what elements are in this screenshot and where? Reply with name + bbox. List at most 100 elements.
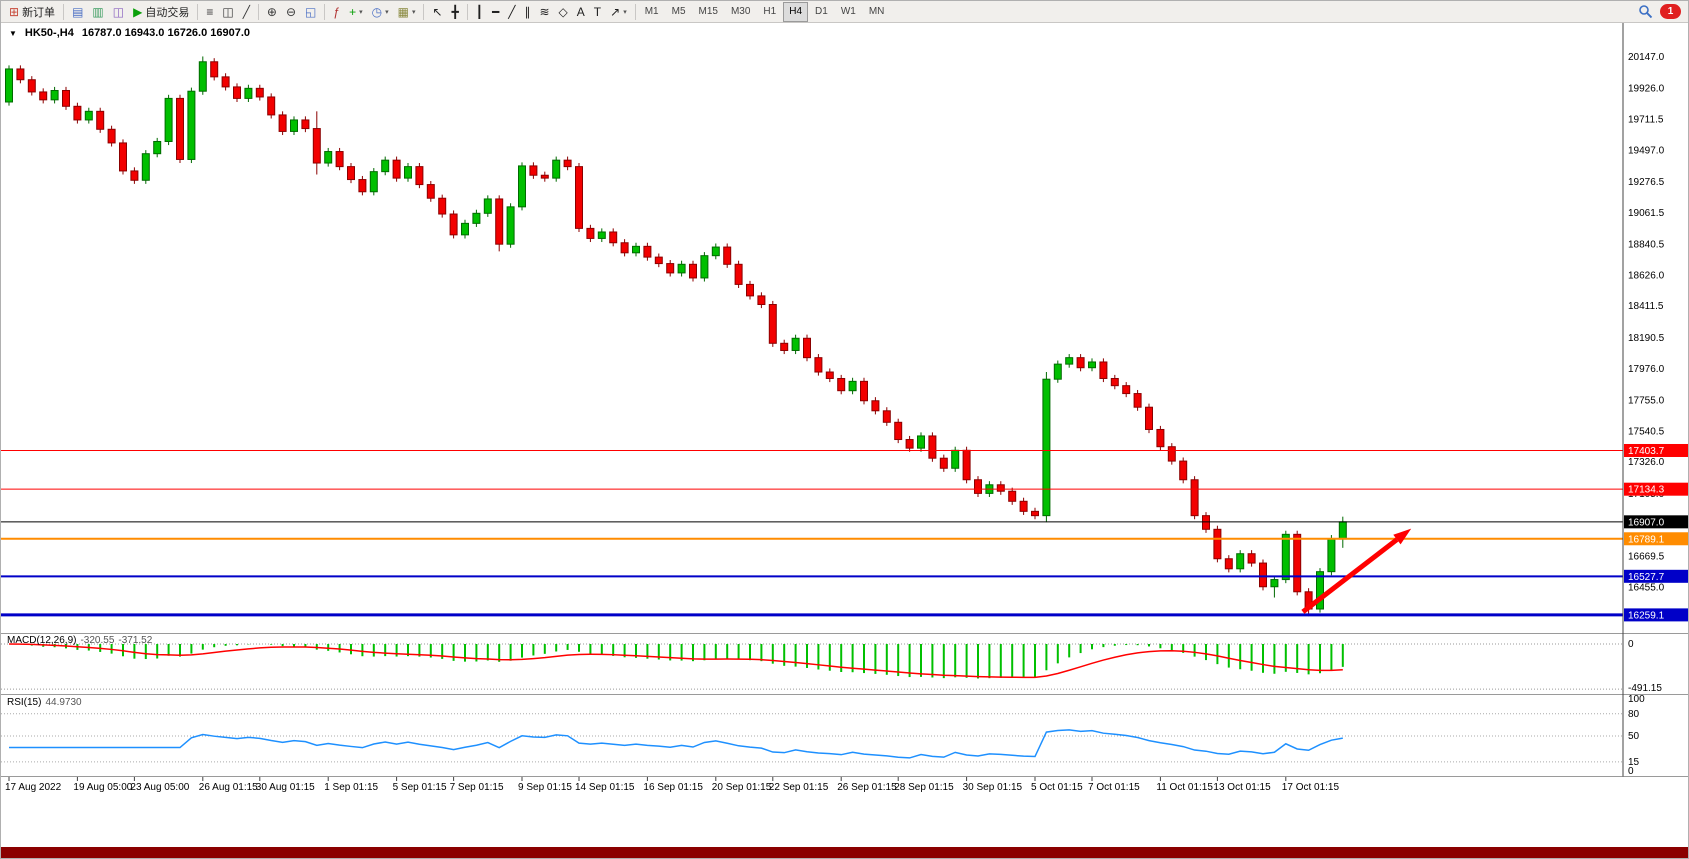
add-indicator-icon: + — [349, 4, 357, 19]
crosshair-icon: ╋ — [451, 4, 459, 19]
timeframe-H1[interactable]: H1 — [763, 6, 777, 17]
search-icon[interactable] — [1638, 4, 1653, 19]
indicators-icon: ƒ — [333, 4, 341, 19]
svg-text:18626.0: 18626.0 — [1628, 270, 1665, 281]
timeframe-MN[interactable]: MN — [868, 6, 885, 17]
indicators-icon[interactable]: ƒ — [329, 2, 344, 22]
zoom-in-icon[interactable]: ⊕ — [263, 2, 281, 22]
bar-chart-icon[interactable]: ≡ — [202, 2, 217, 22]
arrows-tool-icon[interactable]: ↗ ▾ — [606, 2, 631, 22]
timeframe-M30[interactable]: M30 — [730, 6, 751, 17]
profiles-icon[interactable]: ▥ — [88, 2, 107, 22]
toolbar-separator — [257, 3, 259, 20]
new-order-icon: ⊞ — [9, 4, 20, 19]
price-axis[interactable]: 20147.0 19926.0 19711.5 19497.0 19276.5 19061… — [1628, 52, 1665, 777]
svg-text:20147.0: 20147.0 — [1628, 52, 1665, 63]
horizontal-line-icon[interactable]: ━ — [488, 2, 503, 22]
macd-main-value: -320.55 — [80, 635, 115, 646]
svg-text:-491.15: -491.15 — [1628, 683, 1662, 694]
cursor-icon[interactable]: ↖ — [428, 2, 446, 22]
vertical-line-icon[interactable]: ┃ — [472, 2, 487, 22]
rsi-pane — [1, 713, 1623, 763]
svg-text:16907.0: 16907.0 — [1628, 517, 1665, 528]
zoom-out-icon[interactable]: ⊖ — [282, 2, 300, 22]
new-order-button[interactable]: ⊞ 新订单 — [5, 2, 59, 22]
svg-text:19 Aug 05:00: 19 Aug 05:00 — [73, 782, 132, 793]
timeframe-H4[interactable]: H4 — [783, 1, 809, 22]
svg-text:16455.0: 16455.0 — [1628, 582, 1665, 593]
candlestick-chart-icon[interactable]: ◫ — [218, 2, 237, 22]
price-badge-16527.7 — [1624, 569, 1688, 583]
text-icon[interactable]: A — [573, 2, 589, 22]
chart-window[interactable]: 20147.0 19926.0 19711.5 19497.0 19276.5 19061… — [1, 23, 1689, 849]
chevron-down-icon: ▾ — [411, 8, 416, 16]
horizontal-lines[interactable] — [1, 449, 1623, 617]
tile-windows-icon[interactable]: ◱ — [301, 2, 320, 22]
svg-text:30 Sep 01:15: 30 Sep 01:15 — [963, 782, 1023, 793]
svg-text:5 Sep 01:15: 5 Sep 01:15 — [393, 782, 447, 793]
toolbar-right: 1 — [1638, 4, 1684, 19]
text-label-icon[interactable]: T — [590, 2, 605, 22]
trendline-icon: ╱ — [508, 4, 516, 19]
svg-text:16789.1: 16789.1 — [1628, 534, 1665, 545]
svg-text:23 Aug 05:00: 23 Aug 05:00 — [130, 782, 189, 793]
svg-text:80: 80 — [1628, 709, 1640, 720]
timeframe-D1[interactable]: D1 — [815, 6, 828, 17]
svg-text:19276.5: 19276.5 — [1628, 177, 1665, 188]
channel-icon[interactable]: ∥ — [520, 2, 534, 22]
price-badge-17134.3 — [1624, 482, 1688, 496]
bar-chart-icon: ≡ — [206, 4, 214, 19]
svg-text:50: 50 — [1628, 731, 1640, 742]
shapes-icon[interactable]: ◇ — [555, 2, 572, 22]
add-indicator-icon[interactable]: + ▾ — [345, 2, 367, 22]
toolbar-buttons: ⊞ 新订单 ▤ ▥ ◫ ▶ 自动交易 ≡ ◫ ╱ ⊕ ⊖ ◱ ƒ + ▾ ◷ ▾ ▦ ▾ ↖ ╋ ┃ ━ ╱ ∥ ≋ ◇ A T ↗ ▾ — [5, 2, 639, 22]
chevron-down-icon: ▾ — [623, 8, 627, 16]
svg-text:7 Sep 01:15: 7 Sep 01:15 — [450, 782, 504, 793]
price-badge-16789.1 — [1624, 532, 1688, 546]
svg-text:16259.1: 16259.1 — [1628, 610, 1665, 621]
svg-text:17976.0: 17976.0 — [1628, 364, 1665, 375]
svg-text:30 Aug 01:15: 30 Aug 01:15 — [256, 782, 315, 793]
trend-arrow[interactable] — [1301, 528, 1412, 614]
timeframe-M15[interactable]: M15 — [698, 6, 718, 17]
notification-badge[interactable]: 1 — [1660, 4, 1681, 19]
timeframe-M1[interactable]: M1 — [644, 6, 659, 17]
svg-text:20 Sep 01:15: 20 Sep 01:15 — [712, 782, 772, 793]
one-click-trading-toggle[interactable]: ▼ — [9, 28, 17, 38]
macd-pane — [1, 643, 1623, 690]
candlestick-chart-icon: ◫ — [222, 4, 234, 19]
price-badge-16907.0 — [1624, 515, 1688, 529]
trendline-icon[interactable]: ╱ — [504, 2, 519, 22]
svg-text:100: 100 — [1628, 694, 1645, 705]
zoom-in-icon: ⊕ — [266, 4, 277, 19]
svg-text:16669.5: 16669.5 — [1628, 551, 1665, 562]
templates-icon[interactable]: ▦ ▾ — [394, 2, 420, 22]
symbol-title: HK50-,H4 — [24, 27, 74, 39]
timeframe-W1[interactable]: W1 — [840, 6, 856, 17]
rsi-name: RSI(15) — [7, 697, 42, 708]
new-order-button-label: 新订单 — [22, 6, 56, 19]
svg-text:17134.3: 17134.3 — [1628, 485, 1665, 496]
svg-text:19061.5: 19061.5 — [1628, 208, 1665, 219]
svg-text:17540.5: 17540.5 — [1628, 426, 1665, 437]
periods-icon[interactable]: ◷ ▾ — [368, 2, 393, 22]
svg-text:26 Sep 01:15: 26 Sep 01:15 — [837, 782, 897, 793]
charts-window-icon[interactable]: ▤ — [68, 2, 87, 22]
text-icon: A — [576, 4, 585, 19]
data-window-icon[interactable]: ◫ — [109, 2, 128, 22]
chevron-down-icon: ▾ — [359, 8, 363, 16]
toolbar-separator — [324, 3, 326, 20]
crosshair-icon[interactable]: ╋ — [448, 2, 463, 22]
auto-trading-button[interactable]: ▶ 自动交易 — [129, 2, 193, 22]
svg-text:16 Sep 01:15: 16 Sep 01:15 — [643, 782, 703, 793]
fibonacci-icon[interactable]: ≋ — [535, 2, 553, 22]
rsi-label: RSI(15) 44.9730 — [7, 697, 82, 708]
line-chart-icon[interactable]: ╱ — [239, 2, 254, 22]
svg-text:26 Aug 01:15: 26 Aug 01:15 — [199, 782, 258, 793]
shapes-icon: ◇ — [558, 4, 568, 19]
text-label-icon: T — [593, 4, 602, 19]
timeframe-M5[interactable]: M5 — [671, 6, 686, 17]
chart-canvas[interactable]: 20147.0 19926.0 19711.5 19497.0 19276.5 19061… — [1, 23, 1689, 849]
zoom-out-icon: ⊖ — [285, 4, 297, 19]
